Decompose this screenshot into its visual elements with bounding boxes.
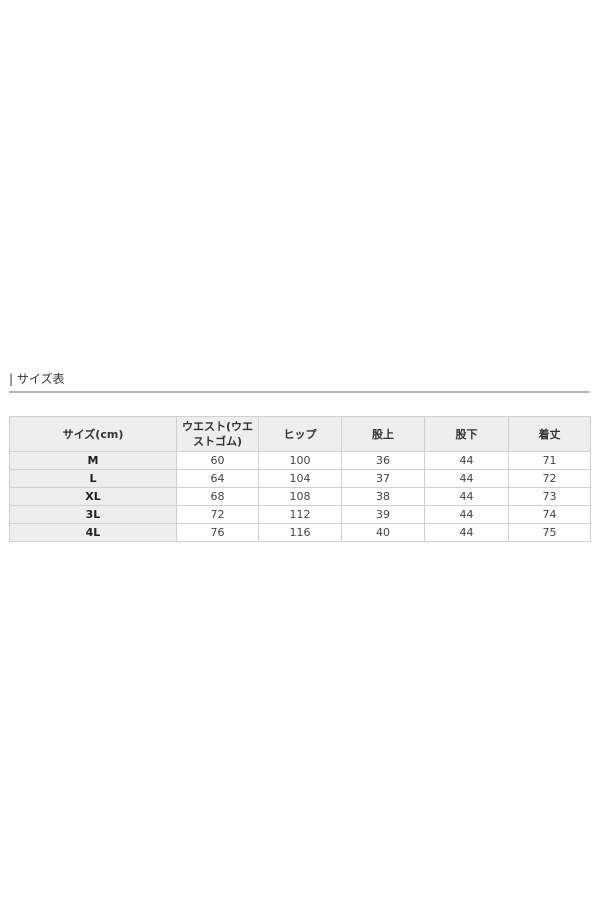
value-cell: 44 [424, 523, 509, 542]
table-row: M 60 100 36 44 71 [9, 451, 591, 470]
value-cell: 37 [341, 469, 425, 488]
divider [9, 391, 590, 393]
value-cell: 75 [508, 523, 591, 542]
value-cell: 72 [508, 469, 591, 488]
header-length: 着丈 [508, 416, 591, 452]
value-cell: 108 [258, 487, 342, 506]
value-cell: 71 [508, 451, 591, 470]
value-cell: 116 [258, 523, 342, 542]
size-cell: 4L [9, 523, 177, 542]
value-cell: 112 [258, 505, 342, 524]
table-header-row: サイズ(cm) ウエスト(ウエストゴム) ヒップ 股上 股下 着丈 [9, 416, 591, 452]
value-cell: 72 [176, 505, 259, 524]
value-cell: 36 [341, 451, 425, 470]
size-cell: XL [9, 487, 177, 506]
header-size: サイズ(cm) [9, 416, 177, 452]
header-waist: ウエスト(ウエストゴム) [176, 416, 259, 452]
value-cell: 100 [258, 451, 342, 470]
value-cell: 64 [176, 469, 259, 488]
value-cell: 104 [258, 469, 342, 488]
value-cell: 68 [176, 487, 259, 506]
value-cell: 44 [424, 451, 509, 470]
value-cell: 38 [341, 487, 425, 506]
table-row: 4L 76 116 40 44 75 [9, 523, 591, 542]
table-row: 3L 72 112 39 44 74 [9, 505, 591, 524]
value-cell: 44 [424, 487, 509, 506]
value-cell: 44 [424, 469, 509, 488]
value-cell: 60 [176, 451, 259, 470]
table-row: XL 68 108 38 44 73 [9, 487, 591, 506]
size-cell: L [9, 469, 177, 488]
table-row: L 64 104 37 44 72 [9, 469, 591, 488]
header-hip: ヒップ [258, 416, 342, 452]
size-cell: M [9, 451, 177, 470]
size-table: サイズ(cm) ウエスト(ウエストゴム) ヒップ 股上 股下 着丈 M 60 100… [9, 416, 591, 542]
value-cell: 74 [508, 505, 591, 524]
header-rise: 股上 [341, 416, 425, 452]
size-cell: 3L [9, 505, 177, 524]
value-cell: 40 [341, 523, 425, 542]
section-title: | サイズ表 [9, 372, 65, 386]
header-inseam: 股下 [424, 416, 509, 452]
value-cell: 44 [424, 505, 509, 524]
value-cell: 73 [508, 487, 591, 506]
value-cell: 76 [176, 523, 259, 542]
value-cell: 39 [341, 505, 425, 524]
